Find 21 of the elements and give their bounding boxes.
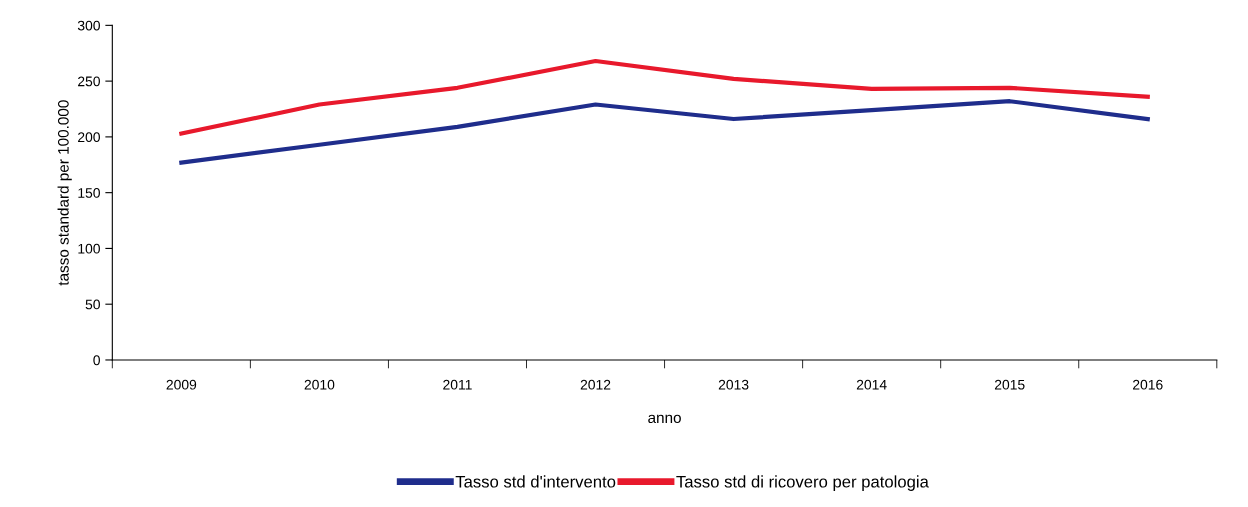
line-series xyxy=(179,99,1150,165)
x-tick-label: 2013 xyxy=(718,379,749,390)
x-tick-label: 2016 xyxy=(1133,379,1163,390)
y-tick-label: 300 xyxy=(77,20,100,31)
x-tick-label: 2009 xyxy=(166,379,197,390)
x-tick-label: 2011 xyxy=(443,379,472,390)
y-tick-label: 250 xyxy=(78,76,100,87)
legend-label: Tasso std d'intervento xyxy=(455,475,616,488)
x-tick-label: 2015 xyxy=(994,379,1025,390)
y-tick-label: 100 xyxy=(78,243,100,254)
x-tick-label: 2010 xyxy=(304,379,335,390)
y-tick-label: 50 xyxy=(85,299,100,310)
x-tick-label: 2014 xyxy=(856,379,887,390)
legend-label: Tasso std di ricovero per patologia xyxy=(676,475,929,491)
y-tick-label: 200 xyxy=(78,132,100,143)
y-tick-label: 150 xyxy=(78,187,100,198)
x-axis-title: anno xyxy=(648,414,681,424)
y-tick-label: 0 xyxy=(93,355,100,366)
y-axis-title: tasso standard per 100.000 xyxy=(57,100,72,286)
x-tick-label: 2012 xyxy=(580,379,611,390)
line-series xyxy=(179,58,1150,136)
